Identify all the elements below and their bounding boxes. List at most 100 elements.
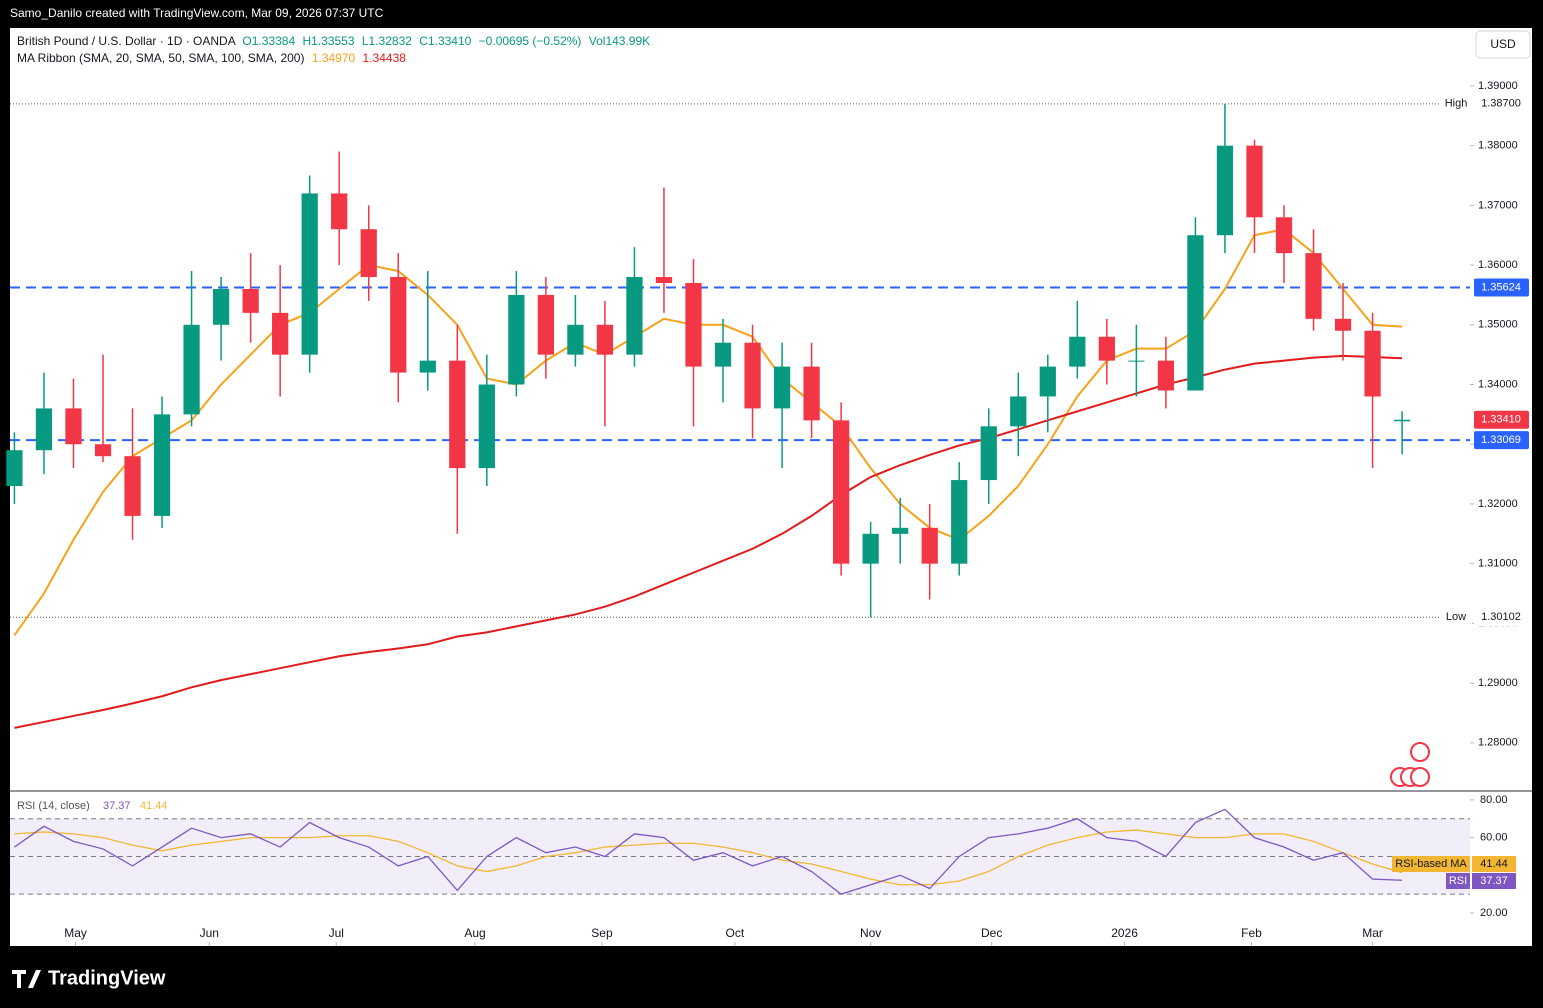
y-tick-label: 1.31000 [1478, 558, 1518, 570]
level-label-box [1474, 431, 1529, 450]
last-price-label: 1.33410 [1481, 414, 1521, 426]
ohlc-open: O1.33384 [242, 34, 295, 48]
x-tick-label: Dec [981, 926, 1002, 940]
rsi-line [14, 829, 1403, 886]
candle-body [1128, 360, 1145, 362]
series-value-box [1472, 856, 1516, 872]
candle-body [1275, 217, 1293, 254]
brand: TradingView [48, 967, 166, 989]
candle-body [6, 450, 23, 487]
credit: Samo_Danilo created with TradingView.com… [10, 6, 384, 20]
y-tick-label: 60.00 [1480, 832, 1508, 844]
series-value-box [1472, 873, 1516, 889]
y-tick-label: 1.38000 [1478, 140, 1518, 152]
ma-slow: 1.34438 [363, 51, 407, 65]
y-tick-label: 1.29000 [1478, 677, 1518, 689]
flag-us [1410, 767, 1430, 787]
candle-body [980, 426, 997, 481]
candle-body [124, 456, 141, 516]
candle-body [537, 294, 554, 355]
y-tick-label: 1.34000 [1478, 378, 1518, 390]
x-tick-label: 2026 [1111, 926, 1138, 940]
flags [1390, 742, 1430, 787]
candle-body [478, 384, 495, 469]
ohlc-high: H1.33553 [302, 34, 354, 48]
candle-body [390, 277, 407, 373]
candle-body [833, 420, 850, 564]
candle-body [331, 193, 348, 230]
x-tick-label: Jul [329, 926, 344, 940]
series-value: 37.37 [1480, 875, 1508, 887]
volume: Vol143.99K [589, 34, 650, 48]
x-tick-label: Aug [464, 926, 485, 940]
symbol-legend: British Pound / U.S. Dollar · 1D · OANDA… [17, 34, 650, 48]
candle-body [1010, 396, 1027, 427]
candle-body [1393, 419, 1411, 422]
y-tick-label: 1.36000 [1478, 259, 1518, 271]
rsi-ma-value: 41.44 [140, 800, 168, 812]
candle-body [242, 288, 259, 313]
series-name-box [1446, 873, 1470, 889]
candle-body [1098, 336, 1115, 361]
y-tick-label: 1.39000 [1478, 80, 1518, 92]
currency-button[interactable] [1475, 30, 1531, 59]
ma-fast: 1.34970 [312, 51, 356, 65]
series-name-box [1392, 856, 1470, 872]
rsi-title: RSI (14, close) [17, 800, 90, 812]
brand-logo [12, 970, 41, 988]
extreme-value-box [1474, 94, 1529, 113]
extreme-name: High [1445, 98, 1468, 110]
candle-body [449, 360, 466, 469]
currency[interactable]: USD [1490, 37, 1516, 51]
candle-body [94, 444, 112, 457]
moving-average [13, 228, 1403, 636]
x-tick-label: Jun [200, 926, 219, 940]
x-tick-label: Mar [1362, 926, 1383, 940]
extreme-name-box [1440, 608, 1472, 627]
candle-body [35, 408, 53, 451]
ohlc-close: C1.33410 [419, 34, 471, 48]
candle-body [272, 312, 289, 355]
series-name: RSI-based MA [1395, 858, 1467, 870]
y-tick-label: 1.35000 [1478, 319, 1518, 331]
candle-body [951, 480, 968, 564]
extreme-name-box [1440, 94, 1472, 113]
extreme-value: 1.38700 [1481, 98, 1521, 110]
candle-body [803, 366, 820, 421]
level-label-box [1474, 278, 1529, 297]
symbol: British Pound / U.S. Dollar · 1D · OANDA [17, 34, 236, 48]
candle-body [714, 342, 732, 367]
series-value: 41.44 [1480, 858, 1508, 870]
candle-body [153, 414, 171, 516]
candle-body [212, 288, 230, 325]
y-tick-label: 80.00 [1480, 794, 1508, 806]
y-tick-label: 20.00 [1480, 907, 1508, 919]
ohlc-low: L1.32832 [362, 34, 412, 48]
extreme-value-box [1474, 608, 1529, 627]
rsi-value: 37.37 [103, 800, 131, 812]
candle-body [744, 342, 761, 409]
candle-body [1039, 366, 1056, 397]
y-tick-label: 1.32000 [1478, 498, 1518, 510]
candle-body [626, 277, 643, 355]
series-name: RSI [1449, 875, 1467, 887]
x-tick-label: May [64, 926, 87, 940]
candle-body [508, 294, 525, 385]
candle-body [1157, 360, 1175, 391]
flag-gb [1410, 742, 1430, 762]
candle-body [419, 360, 436, 373]
candle-body [1069, 336, 1086, 367]
candle-body [862, 533, 879, 564]
candle-body [183, 324, 200, 415]
plot-area [10, 28, 1532, 946]
candle-body [892, 527, 909, 534]
ma-label: MA Ribbon (SMA, 20, SMA, 50, SMA, 100, S… [17, 51, 304, 65]
candle-body [685, 282, 702, 367]
level-label: 1.35624 [1481, 281, 1521, 293]
candle-body [921, 527, 938, 564]
x-tick-label: Feb [1241, 926, 1262, 940]
change: −0.00695 (−0.52%) [479, 34, 582, 48]
candle-body [360, 229, 377, 278]
x-tick-label: Nov [860, 926, 881, 940]
